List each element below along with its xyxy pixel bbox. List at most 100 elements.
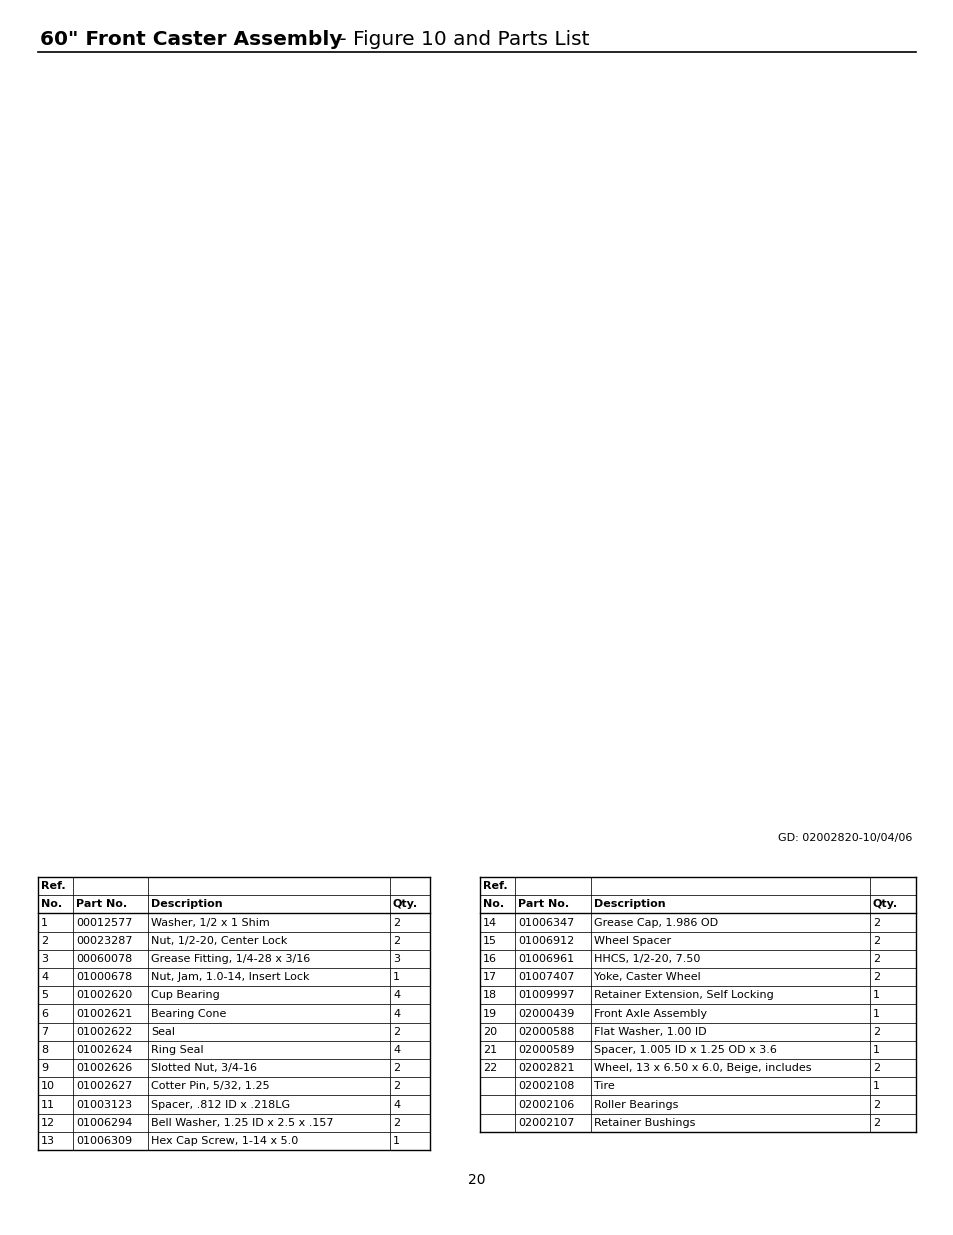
Text: Ring Seal: Ring Seal	[151, 1045, 203, 1055]
Text: 21: 21	[482, 1045, 497, 1055]
Text: Front Axle Assembly: Front Axle Assembly	[594, 1009, 706, 1019]
Text: HHCS, 1/2-20, 7.50: HHCS, 1/2-20, 7.50	[594, 953, 700, 965]
Text: - Figure 10 and Parts List: - Figure 10 and Parts List	[333, 30, 589, 49]
Text: 9: 9	[41, 1063, 48, 1073]
Text: 4: 4	[393, 990, 399, 1000]
Text: 01006309: 01006309	[76, 1136, 132, 1146]
Text: 2: 2	[393, 1082, 399, 1092]
Text: 15: 15	[482, 936, 497, 946]
Text: 1: 1	[872, 1082, 879, 1092]
Text: Bell Washer, 1.25 ID x 2.5 x .157: Bell Washer, 1.25 ID x 2.5 x .157	[151, 1118, 334, 1128]
Text: 18: 18	[482, 990, 497, 1000]
Text: No.: No.	[41, 899, 62, 909]
Text: Cotter Pin, 5/32, 1.25: Cotter Pin, 5/32, 1.25	[151, 1082, 270, 1092]
Text: 8: 8	[41, 1045, 48, 1055]
Text: Qty.: Qty.	[393, 899, 417, 909]
Text: 01000678: 01000678	[76, 972, 132, 982]
Text: Bearing Cone: Bearing Cone	[151, 1009, 226, 1019]
Text: 2: 2	[393, 1063, 399, 1073]
Text: 22: 22	[482, 1063, 497, 1073]
Text: 1: 1	[393, 1136, 399, 1146]
Text: 4: 4	[41, 972, 48, 982]
Text: 2: 2	[393, 918, 399, 927]
Text: 01006294: 01006294	[76, 1118, 132, 1128]
Text: 17: 17	[482, 972, 497, 982]
Text: 2: 2	[393, 936, 399, 946]
Text: 01003123: 01003123	[76, 1099, 132, 1109]
Text: 01002624: 01002624	[76, 1045, 132, 1055]
Text: Ref.: Ref.	[41, 882, 66, 892]
Text: Washer, 1/2 x 1 Shim: Washer, 1/2 x 1 Shim	[151, 918, 270, 927]
Text: 02002821: 02002821	[517, 1063, 574, 1073]
Text: Grease Fitting, 1/4-28 x 3/16: Grease Fitting, 1/4-28 x 3/16	[151, 953, 310, 965]
Text: 00023287: 00023287	[76, 936, 132, 946]
Text: 02000439: 02000439	[517, 1009, 574, 1019]
Text: Slotted Nut, 3/4-16: Slotted Nut, 3/4-16	[151, 1063, 256, 1073]
Text: Qty.: Qty.	[872, 899, 897, 909]
Text: 2: 2	[872, 936, 880, 946]
Text: Retainer Extension, Self Locking: Retainer Extension, Self Locking	[594, 990, 773, 1000]
Text: 02002108: 02002108	[517, 1082, 574, 1092]
Text: 60" Front Caster Assembly: 60" Front Caster Assembly	[40, 30, 342, 49]
Text: 01002626: 01002626	[76, 1063, 132, 1073]
Text: Part No.: Part No.	[76, 899, 127, 909]
Text: Seal: Seal	[151, 1026, 174, 1037]
Text: 01009997: 01009997	[517, 990, 574, 1000]
Text: 2: 2	[872, 1118, 880, 1128]
Text: 2: 2	[393, 1118, 399, 1128]
Text: 6: 6	[41, 1009, 48, 1019]
Text: Cup Bearing: Cup Bearing	[151, 990, 219, 1000]
Text: 5: 5	[41, 990, 48, 1000]
Text: 2: 2	[41, 936, 48, 946]
Text: Nut, 1/2-20, Center Lock: Nut, 1/2-20, Center Lock	[151, 936, 287, 946]
Text: 20: 20	[468, 1173, 485, 1187]
Text: Ref.: Ref.	[482, 882, 507, 892]
Text: 2: 2	[393, 1026, 399, 1037]
Text: 12: 12	[41, 1118, 55, 1128]
Text: 02000588: 02000588	[517, 1026, 574, 1037]
Text: 2: 2	[872, 918, 880, 927]
Text: Wheel Spacer: Wheel Spacer	[594, 936, 670, 946]
Text: 3: 3	[393, 953, 399, 965]
Text: 01002621: 01002621	[76, 1009, 132, 1019]
Text: 02002107: 02002107	[517, 1118, 574, 1128]
Text: GD: 02002820-10/04/06: GD: 02002820-10/04/06	[777, 832, 911, 844]
Text: 4: 4	[393, 1099, 399, 1109]
Text: 1: 1	[41, 918, 48, 927]
Text: 2: 2	[872, 1026, 880, 1037]
Text: 01002627: 01002627	[76, 1082, 132, 1092]
Text: Nut, Jam, 1.0-14, Insert Lock: Nut, Jam, 1.0-14, Insert Lock	[151, 972, 309, 982]
Text: 01006912: 01006912	[517, 936, 574, 946]
Text: Grease Cap, 1.986 OD: Grease Cap, 1.986 OD	[594, 918, 718, 927]
Text: No.: No.	[482, 899, 503, 909]
Text: Wheel, 13 x 6.50 x 6.0, Beige, includes: Wheel, 13 x 6.50 x 6.0, Beige, includes	[594, 1063, 811, 1073]
Text: 00012577: 00012577	[76, 918, 132, 927]
Text: Yoke, Caster Wheel: Yoke, Caster Wheel	[594, 972, 700, 982]
Text: 1: 1	[393, 972, 399, 982]
Text: Spacer, 1.005 ID x 1.25 OD x 3.6: Spacer, 1.005 ID x 1.25 OD x 3.6	[594, 1045, 776, 1055]
Text: 01002620: 01002620	[76, 990, 132, 1000]
Text: 4: 4	[393, 1045, 399, 1055]
Text: 2: 2	[872, 1099, 880, 1109]
Text: 16: 16	[482, 953, 497, 965]
Text: 11: 11	[41, 1099, 55, 1109]
Text: 3: 3	[41, 953, 48, 965]
Text: 1: 1	[872, 1045, 879, 1055]
Text: Roller Bearings: Roller Bearings	[594, 1099, 678, 1109]
Text: 2: 2	[872, 1063, 880, 1073]
Text: 01006347: 01006347	[517, 918, 574, 927]
Text: Flat Washer, 1.00 ID: Flat Washer, 1.00 ID	[594, 1026, 706, 1037]
Text: Description: Description	[151, 899, 222, 909]
Text: 2: 2	[872, 972, 880, 982]
Text: 19: 19	[482, 1009, 497, 1019]
Text: 14: 14	[482, 918, 497, 927]
Text: 01002622: 01002622	[76, 1026, 132, 1037]
Text: Description: Description	[594, 899, 665, 909]
Text: Hex Cap Screw, 1-14 x 5.0: Hex Cap Screw, 1-14 x 5.0	[151, 1136, 298, 1146]
Text: 13: 13	[41, 1136, 55, 1146]
Text: Tire: Tire	[594, 1082, 614, 1092]
Text: 01006961: 01006961	[517, 953, 574, 965]
Text: 2: 2	[872, 953, 880, 965]
Text: 01007407: 01007407	[517, 972, 574, 982]
Text: Spacer, .812 ID x .218LG: Spacer, .812 ID x .218LG	[151, 1099, 290, 1109]
